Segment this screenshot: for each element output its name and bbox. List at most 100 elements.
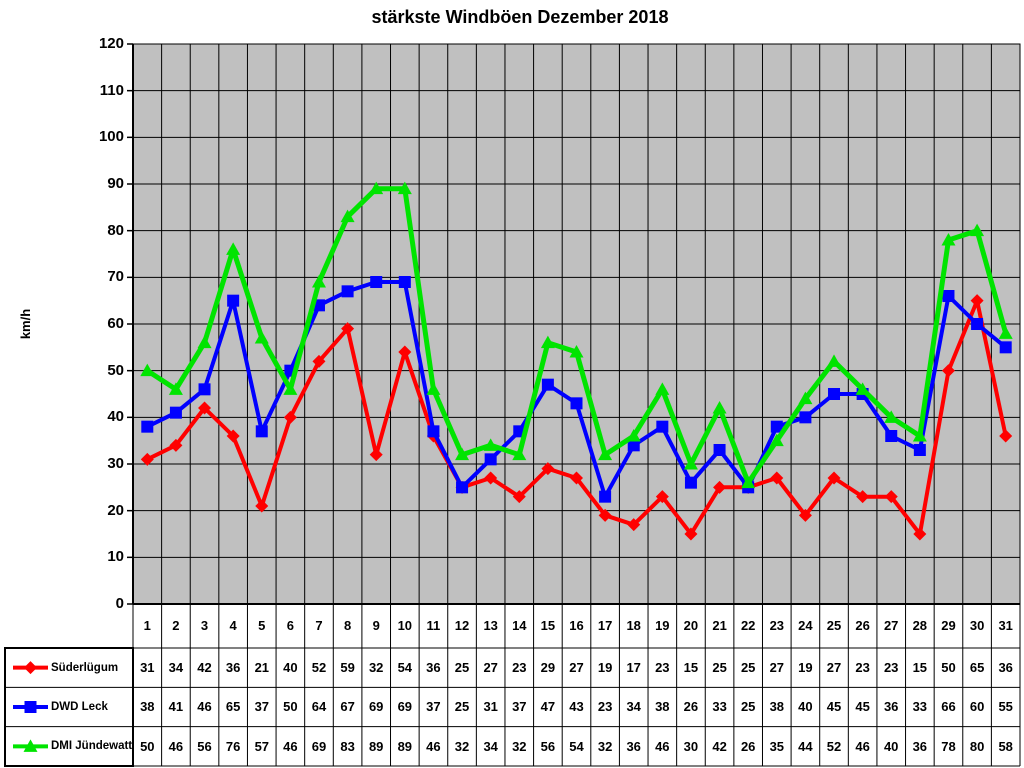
value-cell: 23 (597, 699, 613, 715)
data-point-marker (683, 457, 698, 470)
value-cell: 37 (512, 699, 527, 715)
value-cell: 46 (168, 738, 184, 754)
value-cell: 23 (855, 660, 870, 675)
value-cell: 31 (483, 699, 498, 715)
day-label: 6 (286, 618, 294, 633)
value-cell: 69 (311, 738, 327, 754)
data-point-marker (998, 326, 1013, 339)
day-label: 4 (229, 618, 237, 633)
value-cell: 40 (283, 660, 298, 675)
day-label: 10 (397, 618, 413, 633)
data-point-marker (369, 181, 384, 195)
data-point-marker (198, 383, 211, 396)
data-point-marker (941, 233, 956, 246)
value-cell: 55 (998, 699, 1013, 715)
value-cell: 25 (740, 699, 756, 715)
value-cell: 89 (397, 738, 413, 754)
value-cell: 17 (626, 660, 641, 675)
data-point-marker (971, 318, 984, 330)
data-point-marker (226, 242, 241, 255)
value-cell: 45 (826, 699, 842, 715)
data-point-marker (198, 401, 212, 415)
value-cell: 46 (426, 738, 441, 754)
legend-marker (24, 701, 37, 713)
value-cell: 46 (283, 738, 298, 754)
value-cell: 50 (941, 660, 956, 675)
value-cell: 42 (197, 660, 212, 675)
value-cell: 27 (826, 660, 842, 675)
data-point-marker (684, 476, 697, 489)
value-cell: 34 (626, 699, 641, 715)
data-point-marker (713, 444, 726, 456)
value-cell: 54 (569, 738, 584, 754)
data-point-marker (540, 335, 555, 349)
value-cell: 65 (969, 660, 985, 675)
data-point-marker (541, 378, 554, 391)
value-cell: 40 (798, 699, 813, 715)
day-label: 28 (912, 618, 928, 633)
value-cell: 42 (712, 738, 727, 754)
data-point-marker (655, 382, 670, 395)
value-cell: 25 (712, 660, 727, 675)
data-point-marker (254, 331, 269, 344)
day-label: 17 (597, 618, 613, 633)
value-cell: 54 (397, 660, 413, 675)
data-point-marker (598, 447, 613, 461)
value-cell: 67 (340, 699, 355, 715)
value-cell: 25 (740, 660, 756, 675)
data-point-marker (484, 453, 497, 466)
data-point-marker (712, 401, 727, 414)
legend-label: DMI Jündewatt (51, 740, 133, 753)
data-point-marker (140, 452, 154, 466)
data-point-marker (169, 406, 182, 419)
day-label: 19 (655, 618, 670, 633)
value-cell: 34 (483, 738, 498, 754)
data-point-marker (140, 363, 155, 377)
value-cell: 60 (969, 699, 985, 715)
data-point-marker (713, 480, 727, 494)
data-point-marker (227, 294, 240, 307)
day-label: 29 (941, 618, 956, 633)
value-cell: 21 (254, 660, 270, 675)
value-cell: 46 (197, 699, 212, 715)
value-cell: 19 (597, 660, 613, 675)
data-point-marker (942, 290, 955, 302)
data-point-marker (426, 382, 441, 395)
data-point-marker (827, 471, 841, 485)
day-label: 14 (512, 618, 527, 633)
data-point-marker (341, 285, 354, 298)
data-point-marker (655, 490, 669, 504)
data-point-marker (141, 420, 154, 433)
value-cell: 27 (569, 660, 584, 675)
data-point-marker (369, 448, 383, 462)
value-cell: 47 (540, 699, 556, 715)
data-point-marker (941, 364, 955, 378)
day-label: 7 (315, 618, 323, 633)
data-point-marker (884, 410, 899, 423)
data-point-marker (570, 471, 583, 485)
value-cell: 65 (225, 699, 241, 715)
legend-label: DWD Leck (51, 701, 108, 713)
data-point-marker (197, 335, 212, 349)
data-point-marker (828, 388, 841, 400)
data-point-marker (397, 181, 412, 195)
data-point-marker (370, 276, 383, 288)
value-cell: 30 (683, 738, 699, 754)
value-cell: 34 (168, 660, 184, 675)
legend-marker (24, 661, 37, 675)
data-point-marker (168, 382, 183, 395)
value-cell: 37 (426, 699, 441, 715)
y-tick-label: 70 (107, 268, 124, 286)
value-cell: 36 (883, 699, 899, 715)
day-label: 2 (172, 618, 180, 633)
data-point-marker (541, 462, 555, 476)
value-cell: 15 (912, 660, 928, 675)
day-label: 9 (372, 618, 380, 633)
data-point-marker (684, 527, 698, 541)
y-tick-label: 40 (107, 408, 124, 426)
data-point-marker (599, 490, 612, 503)
day-label: 26 (855, 618, 870, 633)
data-point-marker (627, 518, 641, 532)
data-point-marker (255, 499, 269, 513)
